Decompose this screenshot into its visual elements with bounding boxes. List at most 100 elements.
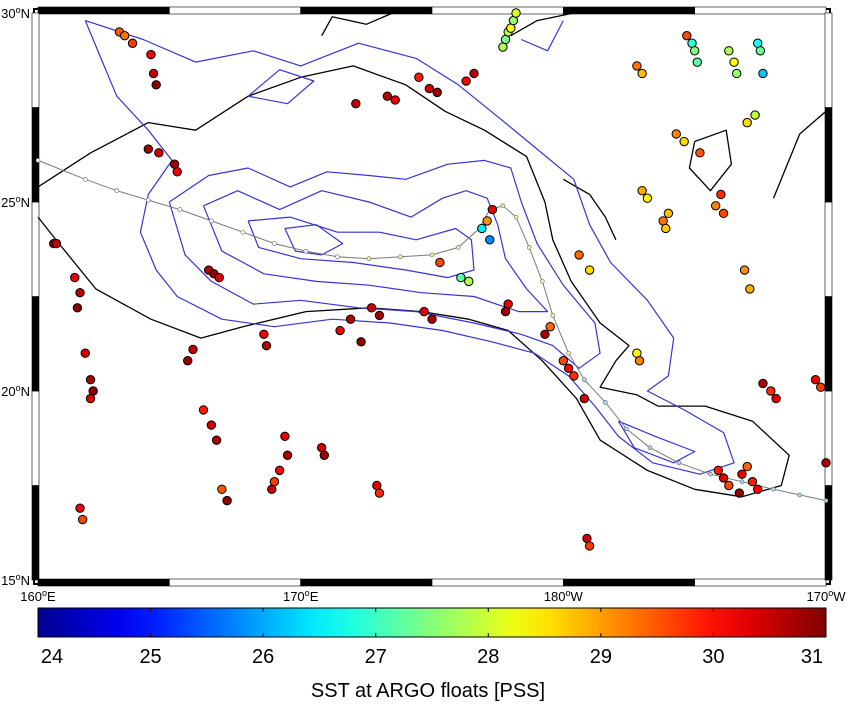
- black-contour-line: [37, 65, 790, 498]
- lat-tick-degrees: 15: [1, 573, 15, 588]
- map-border: [33, 8, 831, 585]
- argo-float-marker: [679, 136, 689, 147]
- argo-float-marker: [755, 46, 766, 56]
- argo-float-marker: [579, 393, 590, 404]
- argo-float-marker: [143, 144, 154, 154]
- argo-float-marker: [485, 235, 495, 245]
- colorbar-tick-label: 25: [139, 646, 161, 668]
- argo-float-marker: [274, 465, 285, 476]
- track-point: [209, 218, 214, 224]
- argo-float-marker: [739, 265, 750, 275]
- argo-float-marker: [540, 329, 550, 339]
- lat-tick-degree-sign: o: [16, 572, 21, 582]
- track-point: [676, 460, 682, 466]
- argo-float-marker: [424, 83, 435, 94]
- blue-contour-line: [84, 20, 735, 475]
- argo-float-marker: [151, 80, 161, 90]
- argo-float-marker: [718, 473, 729, 483]
- frame-bar-left: [31, 12, 40, 108]
- frame-bar-top: [694, 6, 827, 15]
- blue-contour-line: [168, 159, 601, 369]
- lat-tick-degree-sign: o: [16, 5, 21, 15]
- track-point: [603, 400, 608, 405]
- argo-float-marker: [810, 374, 821, 385]
- frame-bar-bottom: [37, 578, 170, 587]
- argo-float-marker: [214, 272, 224, 283]
- argo-float-marker: [319, 450, 330, 460]
- track-point: [398, 254, 403, 260]
- argo-float-marker: [724, 480, 734, 491]
- argo-float-marker: [374, 310, 385, 321]
- lon-tick-hemisphere: W: [833, 589, 846, 604]
- frame-bar-top: [37, 6, 170, 15]
- frame-bar-left: [31, 107, 40, 203]
- track-point: [429, 252, 435, 258]
- argo-float-marker: [747, 477, 758, 487]
- argo-float-marker: [710, 201, 721, 211]
- argo-float-marker: [750, 110, 760, 120]
- track-point: [35, 158, 41, 163]
- argo-float-marker: [148, 68, 159, 79]
- lon-tick-degree-sign: o: [42, 588, 47, 598]
- argo-float-marker: [634, 356, 645, 366]
- argo-float-marker: [724, 46, 734, 56]
- argo-float-marker: [545, 322, 555, 332]
- track-point: [647, 445, 653, 451]
- argo-float-marker: [335, 325, 345, 336]
- colorbar-tick-label: 26: [252, 646, 274, 668]
- argo-float-marker: [731, 68, 742, 79]
- argo-float-marker: [390, 95, 400, 105]
- argo-float-marker: [469, 68, 479, 79]
- track-point: [335, 254, 340, 260]
- track-point: [797, 492, 803, 498]
- argo-float-marker: [821, 458, 831, 468]
- argo-float-marker: [127, 38, 138, 48]
- lat-tick-hemisphere: N: [21, 6, 30, 21]
- argo-float-marker: [734, 488, 745, 498]
- track-point: [550, 313, 556, 318]
- frame-bar-right: [824, 390, 833, 486]
- argo-float-marker: [77, 514, 88, 525]
- lon-tick-label: 180oW: [544, 588, 584, 604]
- track-point: [177, 207, 183, 212]
- frame-bar-top: [563, 6, 695, 15]
- argo-float-marker: [742, 461, 752, 472]
- lat-tick-degrees: 30: [1, 6, 15, 21]
- lat-tick-degree-sign: o: [16, 194, 21, 204]
- argo-float-marker: [198, 405, 209, 415]
- argo-float-marker: [477, 223, 487, 234]
- lon-tick-degree-sign: o: [566, 588, 571, 598]
- lat-tick-hemisphere: N: [21, 573, 30, 588]
- track-point: [566, 350, 571, 356]
- argo-float-marker: [456, 272, 466, 283]
- track-point: [624, 426, 629, 432]
- lat-tick-label: 20oN: [1, 383, 30, 399]
- track-point: [303, 248, 309, 254]
- argo-float-marker: [119, 30, 130, 41]
- lat-tick-degree-sign: o: [16, 383, 21, 393]
- argo-float-marker: [461, 76, 471, 86]
- frame-bar-bottom: [431, 578, 564, 587]
- argo-float-marker: [217, 484, 227, 494]
- frame-bar-right: [824, 107, 833, 203]
- argo-float-marker: [345, 314, 356, 324]
- argo-float-marker: [85, 374, 96, 385]
- argo-float-marker: [172, 167, 182, 177]
- blue-contour-line: [202, 190, 549, 313]
- argo-float-marker: [584, 265, 595, 275]
- frame-bar-bottom: [694, 578, 827, 587]
- argo-float-marker: [716, 189, 726, 200]
- track-point: [114, 188, 120, 193]
- lon-tick-degrees: 160: [20, 589, 42, 604]
- frame-bar-top: [169, 6, 301, 15]
- argo-float-marker: [154, 148, 164, 158]
- argo-float-marker: [75, 503, 85, 513]
- track-point: [513, 214, 519, 220]
- blue-contour-line: [521, 20, 564, 52]
- lon-tick-degrees: 170: [807, 589, 829, 604]
- argo-float-marker: [816, 382, 826, 392]
- argo-float-marker: [51, 238, 62, 249]
- lat-tick-degrees: 25: [1, 195, 15, 210]
- lat-tick-hemisphere: N: [21, 195, 30, 210]
